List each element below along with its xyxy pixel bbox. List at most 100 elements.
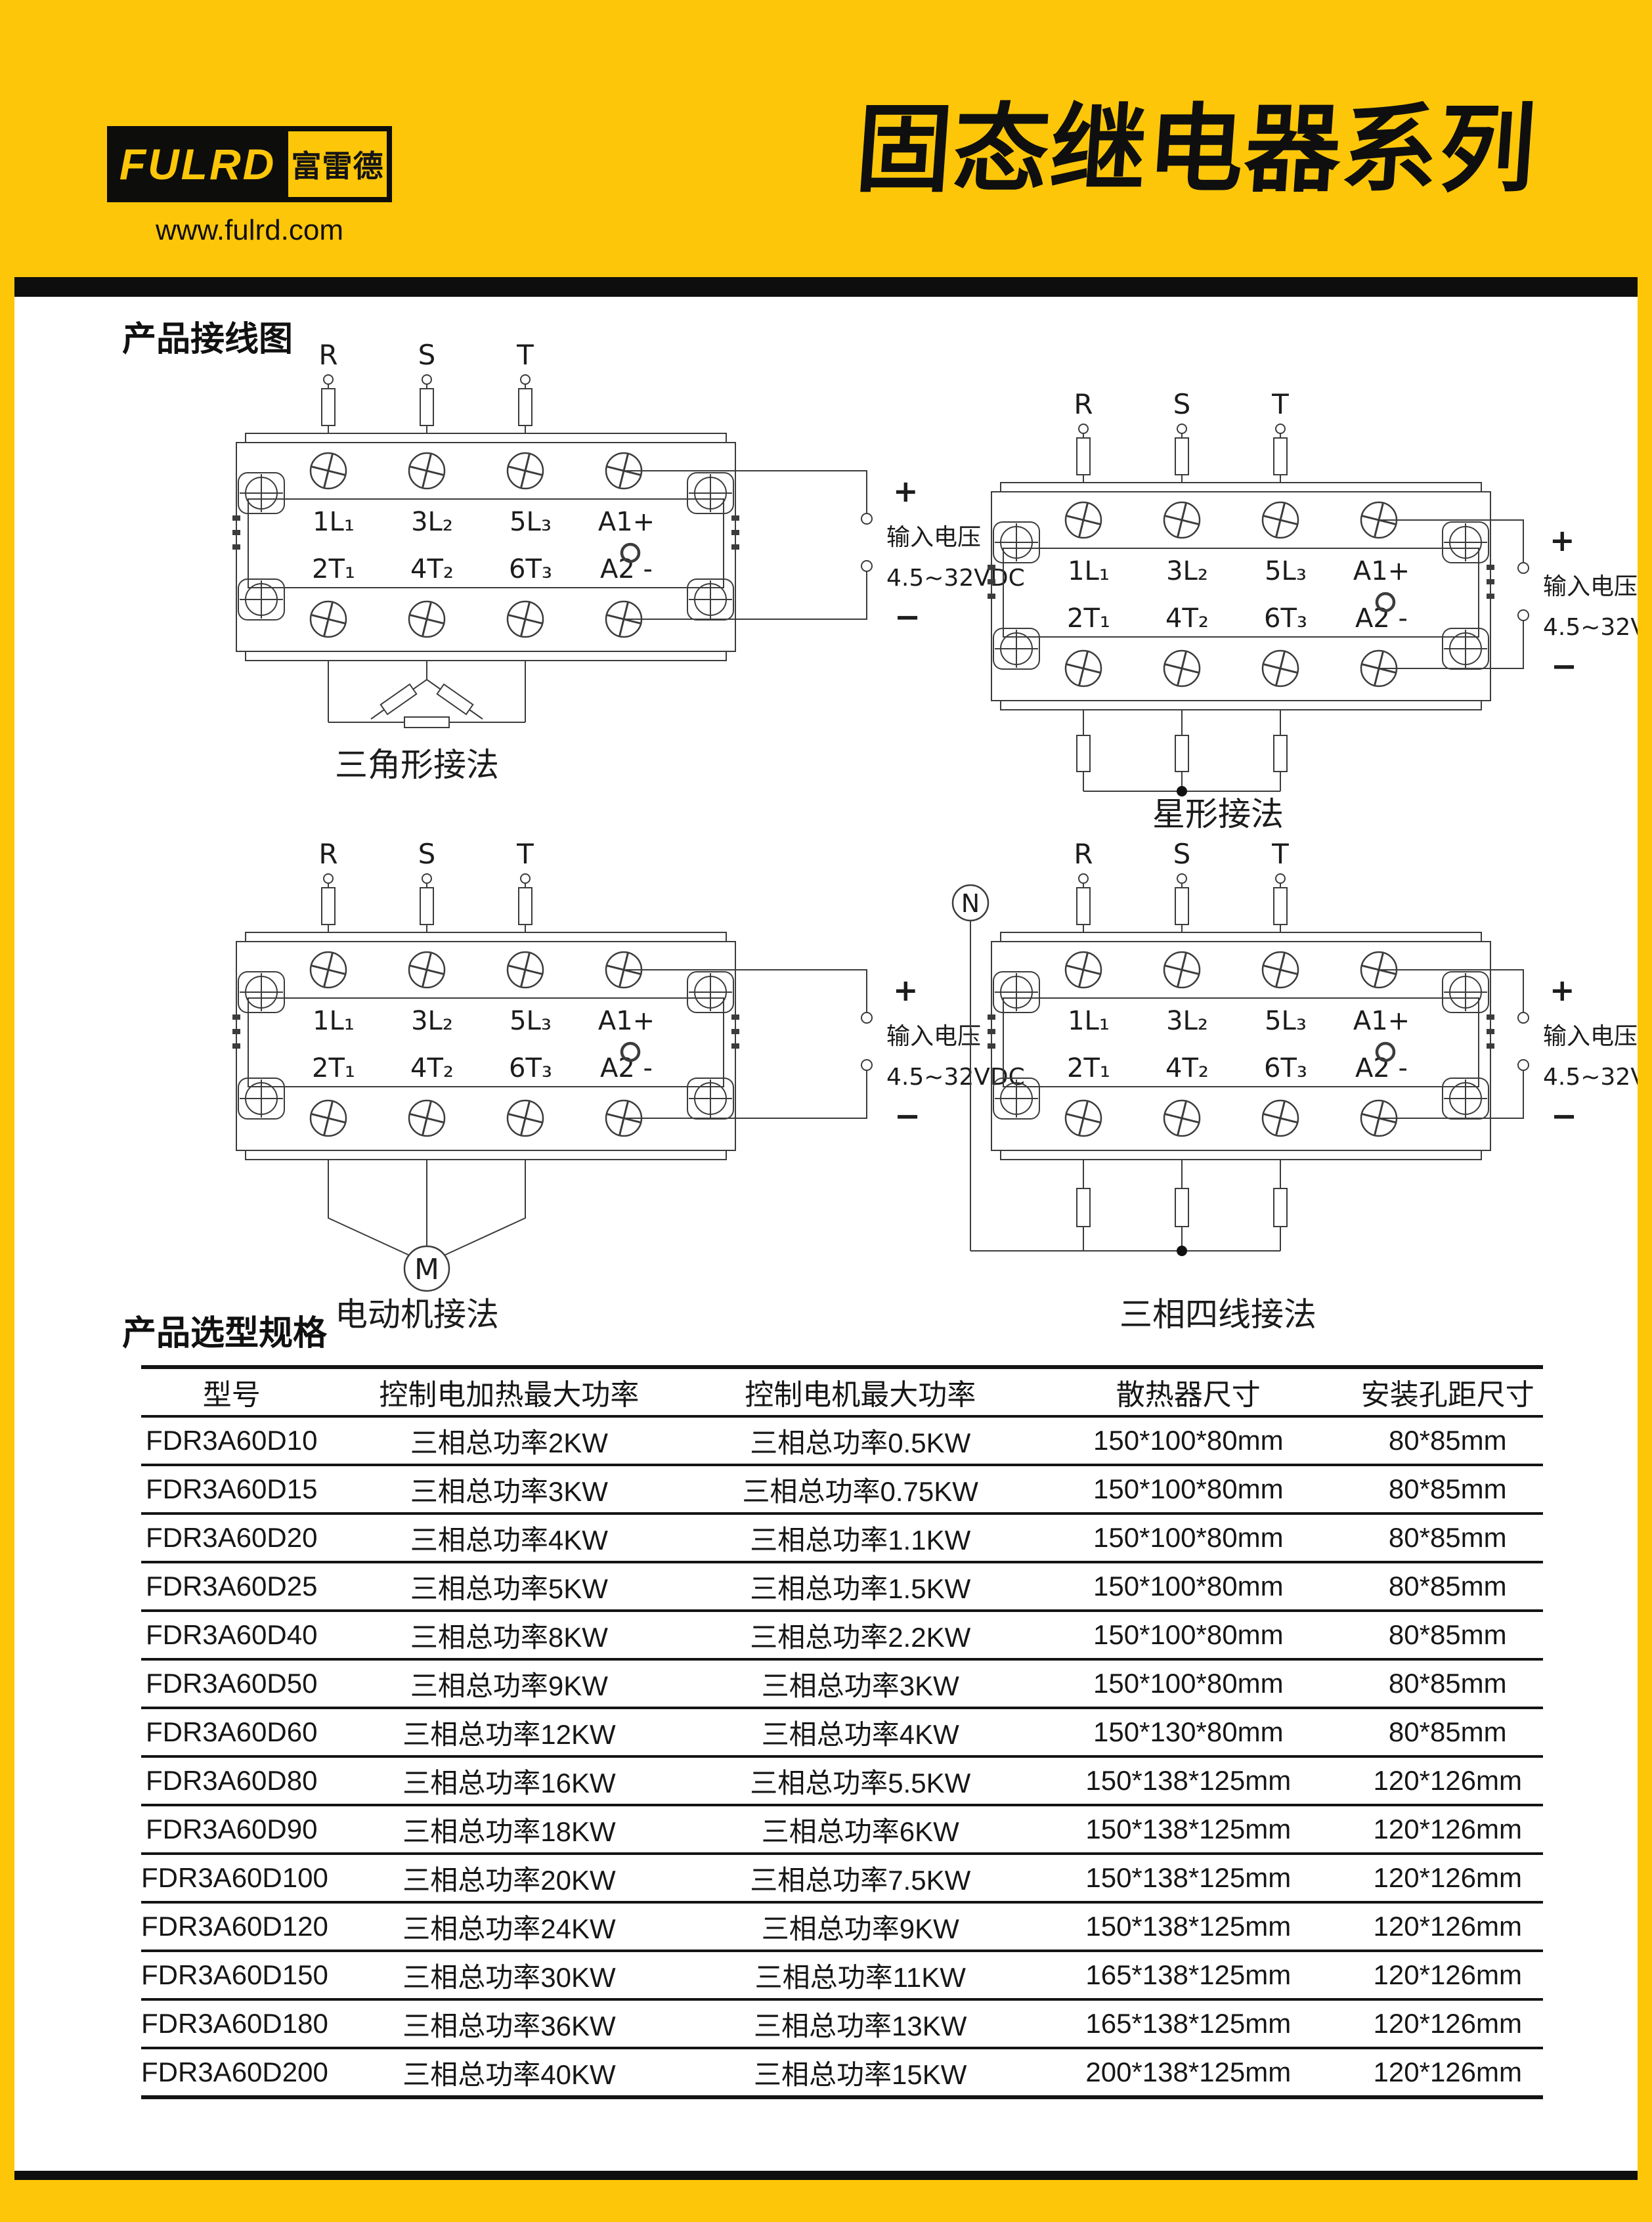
svg-text:T: T bbox=[1271, 388, 1289, 420]
cell: 三相总功率0.5KW bbox=[750, 1427, 971, 1458]
cell: FDR3A60D90 bbox=[145, 1814, 318, 1844]
column-header: 控制电机最大功率 bbox=[745, 1379, 976, 1411]
svg-text:A2 -: A2 - bbox=[1355, 1053, 1408, 1083]
cell: 三相总功率6KW bbox=[761, 1816, 959, 1847]
cell: FDR3A60D100 bbox=[141, 1862, 328, 1893]
table-row: FDR3A60D60 三相总功率12KW 三相总功率4KW 150*130*80mm 8… bbox=[141, 1709, 1543, 1758]
wiring-diagram-delta: R S T 1L₁ 3L₂ 5L₃ A1+ 2T₁ 4T₂ 6T₃ A2 - + 输入电压 4.5~32V… bbox=[232, 339, 1025, 728]
svg-text:输入电压: 输入电压 bbox=[1543, 1023, 1638, 1050]
svg-text:+: + bbox=[893, 972, 919, 1008]
svg-text:6T₃: 6T₃ bbox=[509, 1053, 552, 1083]
table-row: FDR3A60D100 三相总功率20KW 三相总功率7.5KW 150*138*12… bbox=[141, 1855, 1543, 1904]
svg-text:S: S bbox=[1173, 838, 1191, 870]
svg-text:R: R bbox=[1074, 838, 1093, 870]
cell: 80*85mm bbox=[1388, 1716, 1507, 1747]
svg-text:+: + bbox=[893, 473, 919, 509]
cell: 三相总功率18KW bbox=[402, 1816, 616, 1847]
caption-fourwire: 三相四线接法 bbox=[1119, 1296, 1316, 1333]
svg-text:A2 -: A2 - bbox=[1355, 603, 1408, 634]
cell: 三相总功率1.1KW bbox=[750, 1524, 971, 1556]
svg-text:4.5~32VDC: 4.5~32VDC bbox=[1543, 614, 1652, 641]
wiring-diagram-motor: R S T 1L₁ 3L₂ 5L₃ A1+ 2T₁ 4T₂ 6T₃ A2 - + 输入电压 4.5~32V… bbox=[232, 838, 1025, 1292]
svg-text:3L₂: 3L₂ bbox=[1166, 556, 1208, 586]
cell: 120*126mm bbox=[1373, 1911, 1522, 1942]
svg-text:T: T bbox=[516, 838, 534, 870]
svg-text:S: S bbox=[418, 838, 436, 870]
cell: 150*138*125mm bbox=[1085, 1765, 1292, 1796]
cell: 三相总功率16KW bbox=[402, 1767, 616, 1798]
svg-text:T: T bbox=[1271, 838, 1289, 870]
logo-cn-box: 富雷德 bbox=[288, 131, 387, 197]
table-header-row: 型号 控制电加热最大功率 控制电机最大功率 散热器尺寸 安装孔距尺寸 bbox=[141, 1369, 1543, 1418]
svg-text:S: S bbox=[1173, 388, 1191, 420]
svg-text:R: R bbox=[318, 339, 337, 371]
cell: 三相总功率9KW bbox=[410, 1670, 608, 1701]
svg-text:−: − bbox=[1551, 648, 1577, 685]
page-title: 固态继电器系列 bbox=[852, 96, 1540, 203]
cell: 三相总功率5.5KW bbox=[750, 1767, 971, 1798]
cell: 三相总功率2.2KW bbox=[750, 1621, 971, 1653]
cell: 三相总功率1.5KW bbox=[750, 1573, 971, 1604]
svg-text:A1+: A1+ bbox=[1353, 556, 1410, 586]
footer-divider-bar bbox=[0, 2171, 1652, 2180]
logo-cn-text: 富雷德 bbox=[291, 149, 384, 183]
cell: FDR3A60D20 bbox=[145, 1522, 318, 1553]
column-header: 安装孔距尺寸 bbox=[1360, 1379, 1534, 1411]
cell: FDR3A60D10 bbox=[145, 1425, 318, 1456]
cell: 三相总功率8KW bbox=[410, 1621, 608, 1653]
svg-text:3L₂: 3L₂ bbox=[1166, 1006, 1208, 1036]
cell: 三相总功率12KW bbox=[402, 1718, 616, 1750]
cell: 165*138*125mm bbox=[1085, 1959, 1292, 1990]
page-border-left bbox=[0, 0, 14, 2222]
svg-text:输入电压: 输入电压 bbox=[886, 524, 981, 551]
wiring-diagram-star: R S T 1L₁ 3L₂ 5L₃ A1+ 2T₁ 4T₂ 6T₃ A2 - + 输入电压 4.5~32V… bbox=[988, 388, 1652, 796]
cell: 165*138*125mm bbox=[1085, 2008, 1292, 2039]
wiring-diagram-fourwire: R S T 1L₁ 3L₂ 5L₃ A1+ 2T₁ 4T₂ 6T₃ A2 - + 输入电压 4.5~32V… bbox=[951, 838, 1652, 1256]
svg-text:4T₂: 4T₂ bbox=[410, 554, 454, 584]
cell: FDR3A60D40 bbox=[145, 1619, 318, 1650]
cell: FDR3A60D200 bbox=[141, 2057, 328, 2087]
cell: 80*85mm bbox=[1388, 1522, 1507, 1553]
cell: FDR3A60D60 bbox=[145, 1716, 318, 1747]
svg-text:输入电压: 输入电压 bbox=[886, 1023, 981, 1050]
svg-text:N: N bbox=[961, 889, 980, 918]
svg-text:S: S bbox=[418, 339, 436, 371]
cell: 三相总功率20KW bbox=[402, 1864, 616, 1896]
logo-latin-text: FULRD bbox=[119, 140, 276, 188]
cell: 150*100*80mm bbox=[1093, 1668, 1284, 1699]
wiring-section-title: 产品接线图 bbox=[122, 320, 293, 359]
cell: 150*100*80mm bbox=[1093, 1522, 1284, 1553]
svg-text:4.5~32VDC: 4.5~32VDC bbox=[886, 1064, 1025, 1091]
svg-text:A1+: A1+ bbox=[598, 1006, 655, 1036]
svg-text:A1+: A1+ bbox=[1353, 1006, 1410, 1036]
svg-text:A2 -: A2 - bbox=[600, 1053, 653, 1083]
svg-text:5L₃: 5L₃ bbox=[510, 1006, 552, 1036]
table-row: FDR3A60D15 三相总功率3KW 三相总功率0.75KW 150*100*80m… bbox=[141, 1466, 1543, 1515]
cell: 150*100*80mm bbox=[1093, 1619, 1284, 1650]
cell: 80*85mm bbox=[1388, 1425, 1507, 1456]
svg-text:4.5~32VDC: 4.5~32VDC bbox=[1543, 1064, 1652, 1091]
svg-text:+: + bbox=[1550, 972, 1575, 1008]
column-header: 控制电加热最大功率 bbox=[379, 1379, 640, 1411]
cell: 三相总功率3KW bbox=[761, 1670, 959, 1701]
svg-text:4T₂: 4T₂ bbox=[1165, 1053, 1209, 1083]
svg-text:−: − bbox=[894, 599, 921, 636]
website-url: www.fulrd.com bbox=[155, 214, 344, 246]
table-row: FDR3A60D180 三相总功率36KW 三相总功率13KW 165*138*125… bbox=[141, 2001, 1543, 2049]
cell: 150*100*80mm bbox=[1093, 1571, 1284, 1601]
footer-band bbox=[0, 2180, 1652, 2222]
svg-text:4T₂: 4T₂ bbox=[410, 1053, 454, 1083]
cell: 三相总功率4KW bbox=[761, 1718, 959, 1750]
table-row: FDR3A60D200 三相总功率40KW 三相总功率15KW 200*138*125… bbox=[141, 2049, 1543, 2095]
selection-section-title: 产品选型规格 bbox=[122, 1315, 328, 1353]
cell: 150*100*80mm bbox=[1093, 1473, 1284, 1504]
cell: FDR3A60D50 bbox=[145, 1668, 318, 1699]
cell: 150*138*125mm bbox=[1085, 1862, 1292, 1893]
cell: 80*85mm bbox=[1388, 1668, 1507, 1699]
table-row: FDR3A60D150 三相总功率30KW 三相总功率11KW 165*138*125… bbox=[141, 1952, 1543, 2001]
cell: FDR3A60D15 bbox=[145, 1473, 318, 1504]
cell: 200*138*125mm bbox=[1085, 2057, 1292, 2087]
header-band: FULRD 富雷德 www.fulrd.com 固态继电器系列 bbox=[0, 0, 1652, 277]
svg-text:1L₁: 1L₁ bbox=[1068, 556, 1110, 586]
